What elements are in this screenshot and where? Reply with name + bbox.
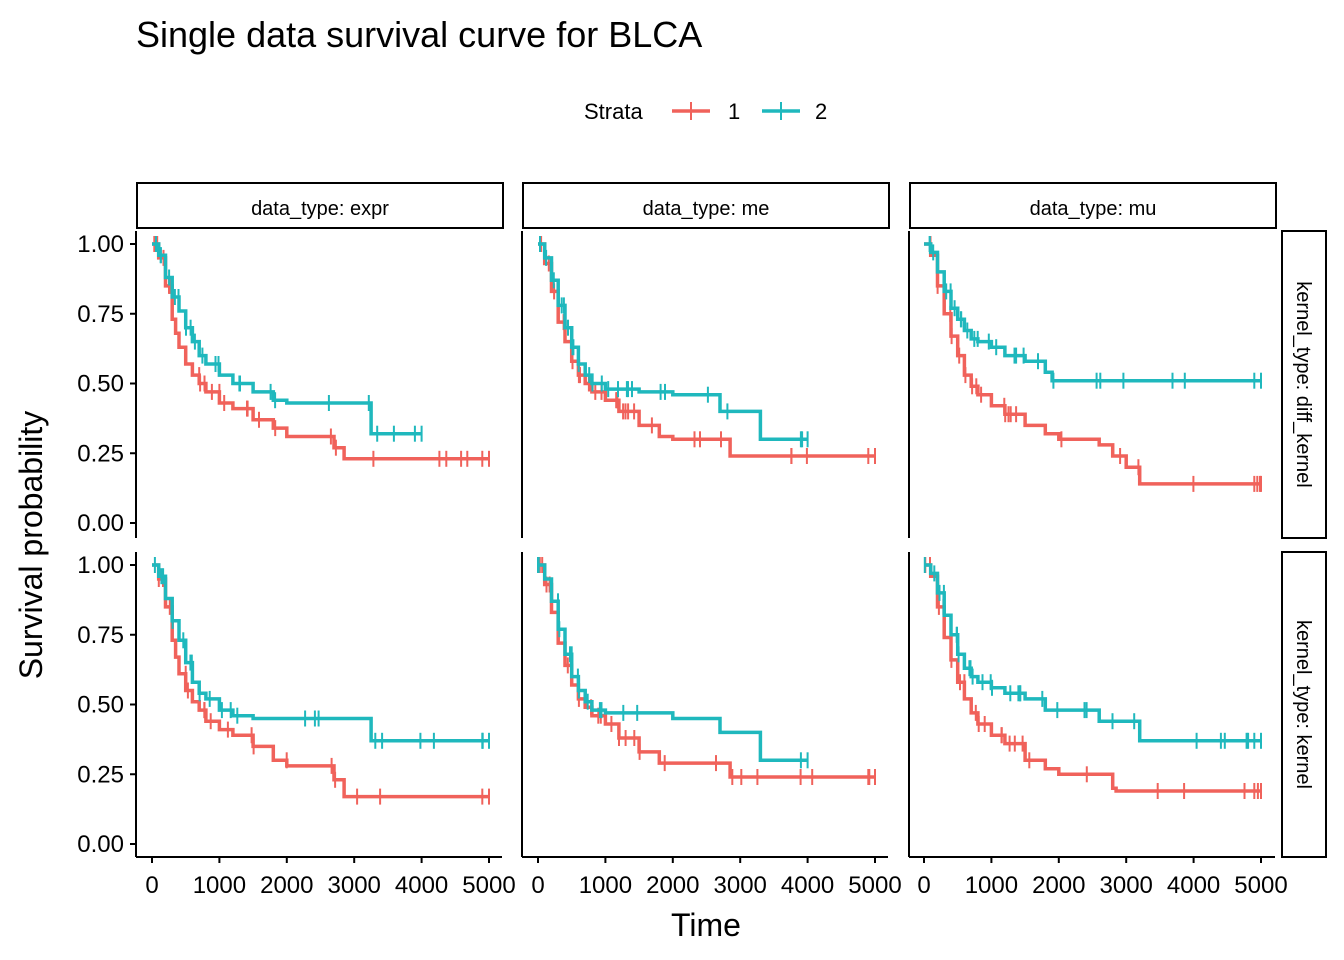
y-tick-label: 0.50 <box>77 371 124 398</box>
x-tick-label: 5000 <box>848 872 901 899</box>
x-tick-label: 3000 <box>714 872 767 899</box>
y-tick-label: 0.25 <box>77 761 124 788</box>
x-tick-label: 1000 <box>965 872 1018 899</box>
x-tick-label: 2000 <box>646 872 699 899</box>
survival-curve-strata-1 <box>152 242 489 461</box>
legend-label-2: 2 <box>815 99 827 124</box>
strip-label-me: data_type: me <box>643 198 770 220</box>
strip-box-mu <box>909 182 1277 229</box>
y-tick-label: 0.00 <box>77 510 124 537</box>
panel-expr-diff-kernel <box>135 231 490 538</box>
censor-marks-strata-1 <box>540 236 876 464</box>
x-tick-label: 5000 <box>462 872 515 899</box>
censor-marks-strata-1 <box>924 557 1262 799</box>
strip-box-me <box>522 182 890 229</box>
strip-label-mu: data_type: mu <box>1030 198 1157 220</box>
survival-curve-strata-1 <box>538 242 875 458</box>
strip-label-kernel: kernel_type: kernel <box>1292 620 1314 789</box>
x-tick-label: 4000 <box>395 872 448 899</box>
x-axis-title: Time <box>671 907 741 943</box>
row-strip-kernel: kernel_type: kernel <box>1281 551 1327 858</box>
x-tick-label: 3000 <box>1100 872 1153 899</box>
x-tick-label: 5000 <box>1234 872 1287 899</box>
column-strip-me: data_type: me <box>522 182 890 229</box>
x-tick-label: 0 <box>917 872 930 899</box>
x-tick-label: 3000 <box>328 872 381 899</box>
survival-curve-strata-2 <box>152 563 489 743</box>
legend-title: Strata <box>584 99 643 124</box>
y-axis-title: Survival probability <box>13 411 49 680</box>
x-tick-label: 2000 <box>1032 872 1085 899</box>
strip-box-diff-kernel <box>1281 230 1327 539</box>
y-tick-label: 0.25 <box>77 440 124 467</box>
panel-me-diff-kernel <box>521 231 876 538</box>
survival-curve-strata-1 <box>538 563 875 779</box>
censor-marks-strata-2 <box>153 557 490 749</box>
y-tick-label: 1.00 <box>77 231 124 258</box>
censor-marks-strata-2 <box>928 236 1262 389</box>
x-tick-label: 0 <box>531 872 544 899</box>
y-tick-label: 1.00 <box>77 552 124 579</box>
column-strip-expr: data_type: expr <box>136 182 504 229</box>
x-tick-label: 4000 <box>1167 872 1220 899</box>
survival-curve-strata-2 <box>538 563 808 763</box>
legend-entry-1: 1 <box>672 99 740 124</box>
legend-entry-2: 2 <box>762 99 827 124</box>
strip-box-expr <box>136 182 504 229</box>
survival-curve-strata-2 <box>152 242 422 436</box>
row-strip-diff-kernel: kernel_type: diff_kernel <box>1281 230 1327 539</box>
column-strip-mu: data_type: mu <box>909 182 1277 229</box>
y-tick-label: 0.75 <box>77 301 124 328</box>
chart-title: Single data survival curve for BLCA <box>136 14 702 55</box>
censor-marks-strata-2 <box>539 236 809 448</box>
survival-curve-strata-2 <box>924 242 1261 383</box>
censor-marks-strata-2 <box>155 236 423 442</box>
censor-marks-strata-1 <box>929 236 1262 492</box>
x-tick-label: 1000 <box>193 872 246 899</box>
panels <box>135 231 1275 858</box>
survival-curve-strata-1 <box>924 242 1261 486</box>
censor-marks-strata-1 <box>157 571 490 805</box>
panel-me-kernel <box>521 552 888 858</box>
censor-marks-strata-1 <box>538 557 876 785</box>
strip-label-expr: data_type: expr <box>251 198 389 220</box>
x-tick-label: 4000 <box>781 872 834 899</box>
y-tick-label: 0.75 <box>77 622 124 649</box>
panel-mu-diff-kernel <box>908 231 1262 538</box>
legend: Strata 1 2 <box>584 99 827 124</box>
panel-expr-kernel <box>135 552 502 858</box>
strip-box-kernel <box>1281 551 1327 858</box>
censor-marks-strata-2 <box>537 557 809 769</box>
survival-curve-strata-2 <box>538 242 808 442</box>
censor-marks-strata-1 <box>153 236 490 467</box>
x-tick-label: 1000 <box>579 872 632 899</box>
x-tick-label: 2000 <box>260 872 313 899</box>
censor-marks-strata-2 <box>923 557 1262 749</box>
panel-mu-kernel <box>908 552 1275 858</box>
survival-curve-strata-1 <box>152 563 489 799</box>
axis-ticks: 0.00 0.25 0.50 0.75 1.00 0.00 0.25 0.50 0.75 1.00… <box>77 231 1287 899</box>
x-tick-label: 0 <box>145 872 158 899</box>
y-tick-label: 0.00 <box>77 831 124 858</box>
y-tick-label: 0.50 <box>77 692 124 719</box>
strip-label-diff-kernel: kernel_type: diff_kernel <box>1292 281 1314 487</box>
legend-label-1: 1 <box>728 99 740 124</box>
